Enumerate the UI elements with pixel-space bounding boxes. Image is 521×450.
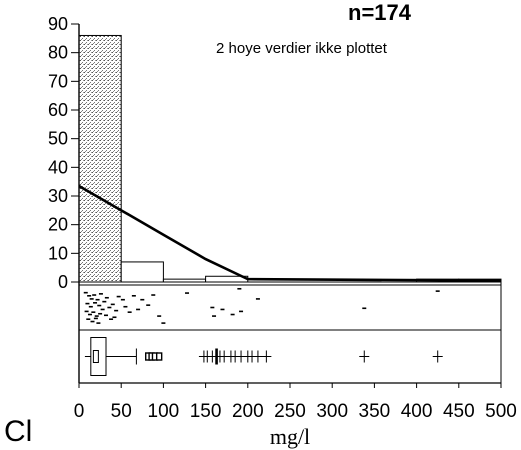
x-tick-label: 400 [401, 401, 433, 422]
x-tick-label: 50 [111, 401, 132, 422]
box-median-marker [92, 350, 99, 363]
density-line [78, 184, 502, 282]
x-tick-label: 450 [443, 401, 475, 422]
x-axis-ticks: 0 50 100 150 200 250 300 350 400 450 500 [74, 383, 517, 422]
box-outlier-near [155, 352, 163, 361]
y-tick-label: 10 [48, 243, 68, 263]
y-tick-label: 70 [48, 71, 68, 91]
x-tick-label: 200 [232, 401, 264, 422]
strip-plot [83, 287, 440, 324]
y-tick-label: 80 [48, 43, 68, 63]
x-axis-label: mg/l [270, 424, 310, 449]
x-tick-label: 0 [74, 401, 85, 422]
x-tick-label: 150 [190, 401, 222, 422]
y-tick-label: 60 [48, 100, 68, 120]
histogram-bar [78, 34, 122, 283]
element-label: Cl [4, 415, 32, 448]
note-label: 2 hoye verdier ikke plottet [216, 40, 388, 57]
axes [78, 24, 502, 384]
x-tick-label: 100 [148, 401, 180, 422]
y-axis-ticks: 0 10 20 30 40 50 60 70 80 90 [48, 14, 79, 292]
x-tick-label: 350 [359, 401, 391, 422]
y-tick-label: 0 [58, 272, 68, 292]
y-tick-label: 50 [48, 129, 68, 149]
sample-count-label: n=174 [348, 0, 412, 25]
x-tick-label: 300 [316, 401, 348, 422]
x-tick-label: 250 [274, 401, 306, 422]
y-tick-label: 30 [48, 186, 68, 206]
x-tick-label: 500 [485, 401, 517, 422]
y-tick-label: 40 [48, 157, 68, 177]
y-tick-label: 90 [48, 14, 68, 34]
box-plot [84, 337, 443, 376]
density-line-group [78, 184, 502, 282]
histogram-bar [120, 261, 164, 283]
histogram-bars [78, 34, 502, 283]
y-tick-label: 20 [48, 215, 68, 235]
